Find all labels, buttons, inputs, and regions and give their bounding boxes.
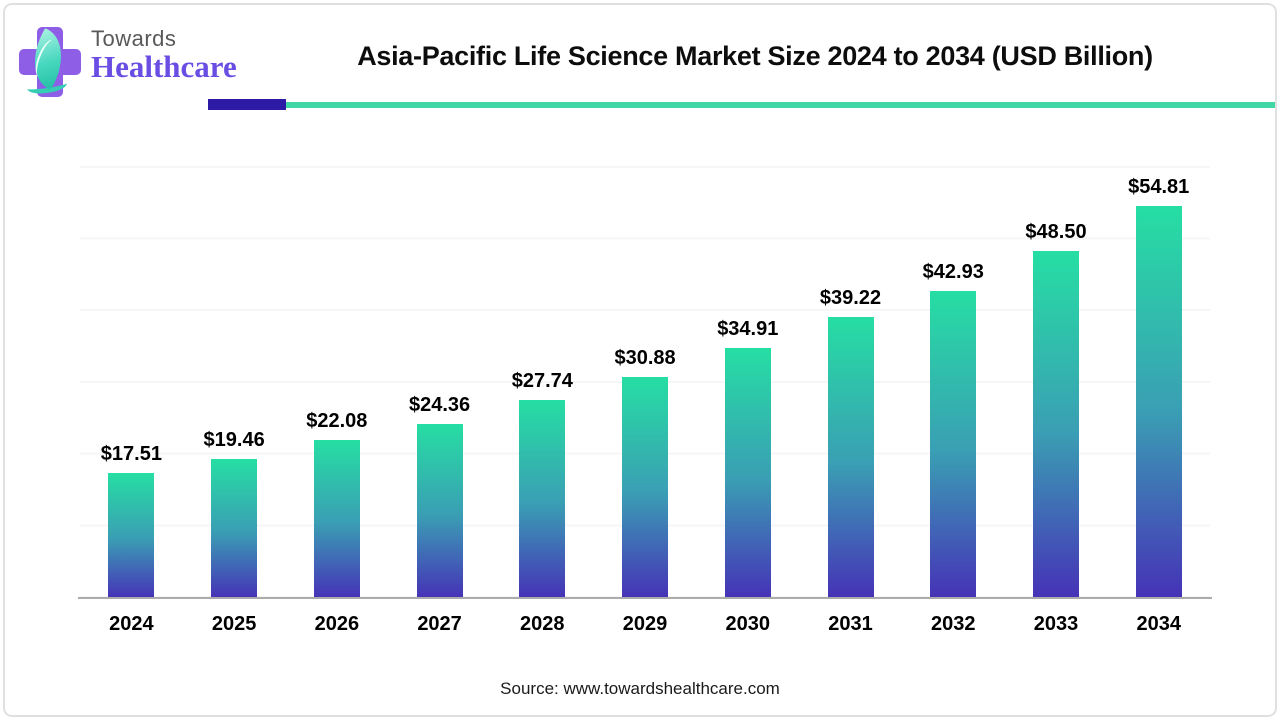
- bar-slot: $42.93: [902, 261, 1005, 598]
- bar-value-label: $48.50: [1025, 220, 1087, 243]
- chart-card: Towards Healthcare Asia-Pacific Life Sci…: [3, 3, 1277, 717]
- x-tick-label-2033: 2033: [1033, 613, 1079, 635]
- bar-slot: $54.81: [1107, 176, 1210, 598]
- x-tick-label-2029: 2029: [622, 613, 668, 635]
- x-tick-label-2028: 2028: [520, 613, 565, 635]
- x-axis-labels: 2024 2025 2026 2027 2028 2029 2030 2031 2032 2033…: [80, 613, 1210, 636]
- bar-2026: [313, 440, 360, 598]
- bar-value-label: $39.22: [819, 287, 882, 310]
- bar-slot: $27.74: [491, 369, 594, 598]
- bar-2029: [622, 377, 669, 598]
- bar-2030: [724, 348, 771, 598]
- bar-value-label: $17.51: [100, 442, 162, 465]
- divider-purple-segment: [208, 99, 286, 110]
- x-tick-label-2026: 2026: [314, 613, 360, 635]
- bar-slot: $17.51: [80, 443, 183, 598]
- page-title: Asia-Pacific Life Science Market Size 20…: [357, 41, 1153, 71]
- towards-healthcare-logo: Towards Healthcare: [19, 23, 269, 101]
- bar-value-label: $42.93: [922, 260, 984, 283]
- x-tick-label-2032: 2032: [930, 613, 976, 635]
- x-tick-label-2027: 2027: [417, 613, 462, 635]
- bar-slot: $48.50: [1005, 221, 1108, 598]
- bar-slot: $30.88: [594, 347, 697, 598]
- logo-healthcare-text: Healthcare: [91, 49, 237, 85]
- bar-slot: $24.36: [388, 394, 491, 598]
- x-axis-line: [78, 597, 1212, 599]
- bar-value-label: $24.36: [408, 393, 471, 416]
- logo-text: Towards Healthcare: [91, 26, 237, 85]
- bar-value-label: $30.88: [614, 347, 676, 369]
- bar-value-label: $22.08: [306, 410, 368, 432]
- bar-2033: [1032, 250, 1079, 598]
- x-tick-label-2031: 2031: [828, 613, 873, 635]
- bar-2032: [930, 290, 977, 598]
- divider-teal-line: [286, 102, 1275, 108]
- bar-2031: [827, 317, 874, 598]
- bar-slot: $39.22: [799, 287, 902, 598]
- x-tick-label-2025: 2025: [211, 613, 257, 635]
- bar-value-label: $54.81: [1128, 175, 1190, 198]
- bar-2028: [519, 399, 566, 598]
- bar-2025: [211, 458, 258, 598]
- logo-towards-text: Towards: [91, 26, 177, 51]
- bar-value-label: $27.74: [511, 369, 573, 392]
- source-text: Source: www.towardshealthcare.com: [500, 679, 780, 698]
- bar-value-label: $34.91: [717, 318, 779, 341]
- bar-2034: [1135, 205, 1182, 598]
- medical-cross-icon: [19, 27, 81, 97]
- bar-value-label: $19.46: [203, 428, 265, 451]
- x-tick-label-2034: 2034: [1136, 613, 1181, 635]
- plot-area: $17.51 $19.46 $22.08 $24.36 $27.74 $30.88 $34.…: [80, 140, 1210, 598]
- bar-2024: [108, 472, 155, 598]
- bar-slot: $34.91: [696, 318, 799, 598]
- bar-2027: [416, 423, 463, 598]
- x-tick-label-2030: 2030: [725, 613, 771, 635]
- bar-slot: $19.46: [183, 429, 286, 598]
- x-tick-label-2024: 2024: [109, 613, 154, 635]
- bar-slot: $22.08: [285, 410, 388, 598]
